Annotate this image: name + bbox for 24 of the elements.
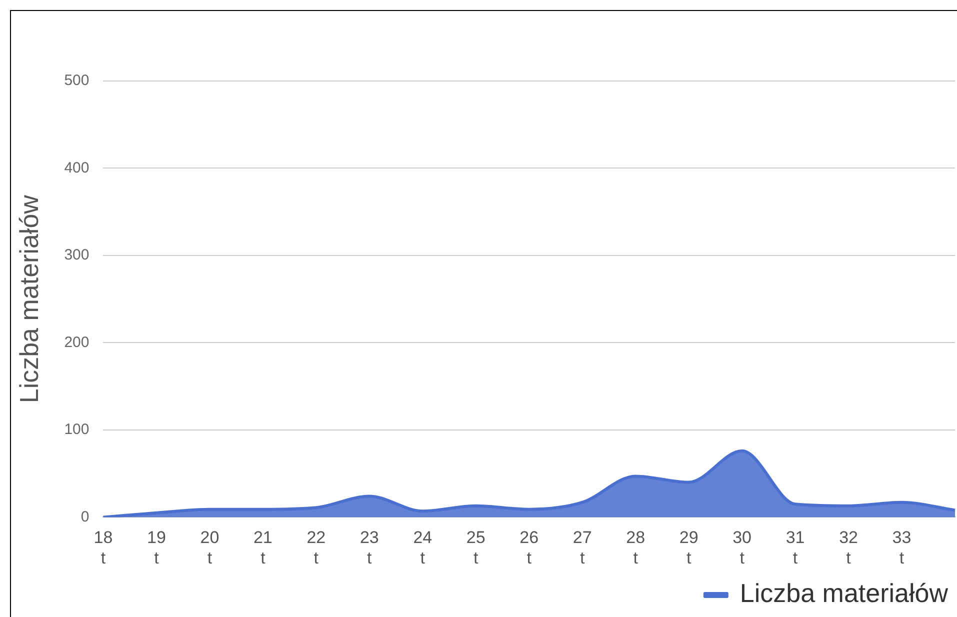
y-tick-label: 300 bbox=[64, 246, 90, 264]
y-tick-label: 0 bbox=[80, 508, 90, 526]
x-tick-label: 22 t bbox=[306, 528, 326, 568]
x-tick-label: 21 t bbox=[253, 528, 272, 568]
x-tick-label: 24 t bbox=[413, 528, 432, 568]
y-tick-label: 100 bbox=[64, 421, 90, 438]
y-tick-label: 500 bbox=[64, 72, 90, 90]
x-tick-label: 18 t bbox=[94, 528, 113, 568]
x-tick-label: 25 t bbox=[466, 528, 486, 568]
x-tick-label: 30 t bbox=[732, 528, 752, 568]
x-tick-label: 27 t bbox=[572, 528, 592, 568]
x-tick-label: 26 t bbox=[520, 528, 539, 568]
y-axis-title: Liczba materiałów bbox=[14, 194, 44, 404]
x-tick-label: 28 t bbox=[626, 528, 646, 568]
x-tick-label: 23 t bbox=[360, 528, 379, 568]
x-tick-label: 29 t bbox=[679, 528, 698, 568]
x-tick-label: 33 t bbox=[892, 528, 912, 568]
y-tick-label: 400 bbox=[64, 159, 90, 176]
x-tick-label: 32 t bbox=[839, 528, 858, 568]
legend-label: Liczba materiałów bbox=[740, 578, 948, 608]
x-tick-label: 20 t bbox=[200, 528, 220, 568]
x-tick-label: 31 t bbox=[786, 528, 805, 568]
x-tick-label: 19 t bbox=[147, 528, 166, 568]
y-tick-label: 200 bbox=[64, 334, 90, 351]
